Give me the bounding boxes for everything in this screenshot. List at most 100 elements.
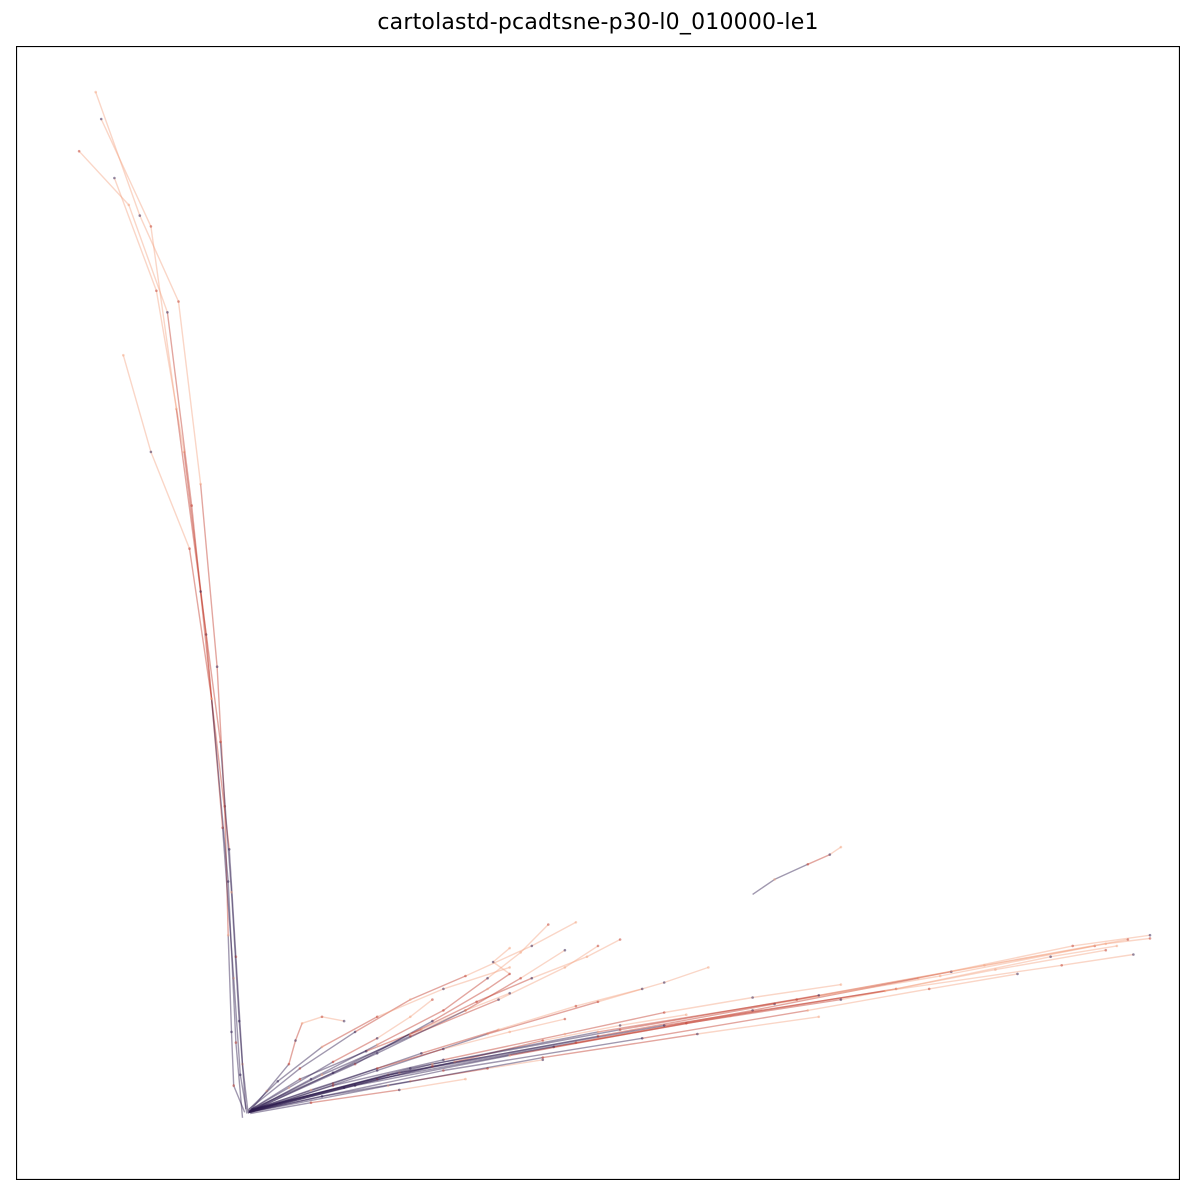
trajectory-segment-18-2 xyxy=(365,1029,422,1052)
trajectory-point-16-4 xyxy=(618,1024,622,1027)
trajectory-point-2-3 xyxy=(228,848,231,851)
trajectory-point-2-6 xyxy=(149,450,153,454)
trajectory-segment-12-2 xyxy=(354,998,411,1033)
trajectory-segment-1-6 xyxy=(113,177,158,292)
trajectory-segment-20-4 xyxy=(984,938,1129,966)
chart-title: cartolastd-pcadtsne-p30-l0_010000-le1 xyxy=(377,10,819,35)
trajectory-segment-1-5 xyxy=(155,290,185,453)
trajectory-point-9-2 xyxy=(442,1058,445,1062)
trajectory-segment-7-1 xyxy=(354,1054,510,1087)
trajectory-segment-28-3 xyxy=(376,988,444,1018)
trajectory-point-14-3 xyxy=(375,1037,379,1040)
trajectory-segment-17-4 xyxy=(301,1016,323,1024)
trajectory-segment-14-0 xyxy=(247,1087,290,1112)
trajectory-point-20-3 xyxy=(817,994,821,997)
trajectory-segment-12-3 xyxy=(410,975,466,1001)
trajectory-segment-0-1 xyxy=(230,1031,235,1086)
trajectory-point-18-3 xyxy=(420,1028,423,1031)
trajectory-segment-20-3 xyxy=(818,964,985,996)
trajectory-point-23-1 xyxy=(773,878,776,881)
trajectory-point-5-6 xyxy=(1148,933,1152,937)
trajectory-point-31-2 xyxy=(409,1032,412,1036)
trajectory-point-1-5 xyxy=(182,450,186,454)
trajectory-segment-1-2 xyxy=(221,827,235,979)
trajectory-segment-10-4 xyxy=(487,951,522,979)
trajectory-segment-31-0 xyxy=(251,1072,334,1112)
trajectory-segment-4-0 xyxy=(238,1021,247,1110)
trajectory-segment-2-1 xyxy=(235,956,244,1065)
trajectory-point-24-3 xyxy=(486,987,489,991)
trajectory-segment-3-2 xyxy=(210,698,229,882)
trajectory-point-19-6 xyxy=(1148,937,1152,940)
trajectory-point-4-6 xyxy=(149,225,153,228)
trajectory-point-5-2 xyxy=(574,1041,578,1044)
trajectory-segment-14-1 xyxy=(288,1061,334,1089)
trajectory-point-6-2 xyxy=(552,1045,556,1049)
trajectory-segment-25-2 xyxy=(465,977,522,1012)
trajectory-segment-2-6 xyxy=(122,355,152,453)
trajectory-point-15-3 xyxy=(497,1028,500,1031)
trajectory-segment-3-0 xyxy=(235,1042,244,1118)
trajectory-segment-30-2 xyxy=(399,1078,466,1091)
trajectory-segment-15-3 xyxy=(498,1005,577,1031)
trajectory-point-19-4 xyxy=(950,970,953,973)
trajectory-point-3-1 xyxy=(234,1041,238,1044)
trajectory-point-24-1 xyxy=(353,1062,357,1066)
trajectory-point-27-5 xyxy=(1132,953,1135,956)
trajectory-segment-4-5 xyxy=(150,226,177,409)
trajectory-segment-23-1 xyxy=(774,863,809,881)
trajectory-point-10-4 xyxy=(486,976,489,980)
trajectory-point-2-2 xyxy=(234,955,238,958)
trajectory-point-7-6 xyxy=(1104,948,1108,952)
trajectory-point-10-2 xyxy=(375,1043,379,1046)
trajectory-point-22-2 xyxy=(409,1080,412,1083)
trajectory-segment-19-3 xyxy=(796,971,952,1001)
trajectory-point-29-1 xyxy=(386,1084,390,1087)
trajectory-segment-6-3 xyxy=(730,988,897,1017)
trajectory-segment-13-4 xyxy=(663,966,709,984)
trajectory-segment-14-3 xyxy=(376,1016,411,1039)
trajectory-segment-13-2 xyxy=(487,1001,599,1035)
trajectory-segment-10-0 xyxy=(249,1078,312,1112)
trajectory-point-4-4 xyxy=(199,590,202,593)
trajectory-point-20-2 xyxy=(618,1028,622,1031)
trajectory-segment-26-2 xyxy=(377,1048,444,1070)
trajectory-point-14-4 xyxy=(409,1015,412,1019)
trajectory-point-9-6 xyxy=(839,983,843,986)
trajectory-segment-5-1 xyxy=(388,1041,577,1076)
trajectory-point-1-6 xyxy=(155,289,158,293)
trajectory-point-30-3 xyxy=(464,1077,467,1081)
trajectory-segment-25-0 xyxy=(251,1052,378,1110)
trajectory-point-17-4 xyxy=(300,1022,304,1025)
trajectory-point-18-5 xyxy=(508,991,512,995)
trajectory-segment-24-2 xyxy=(432,988,488,1022)
trajectory-segment-16-2 xyxy=(454,1039,543,1063)
trajectory-segment-20-2 xyxy=(619,994,819,1031)
trajectory-point-20-1 xyxy=(431,1062,434,1066)
trajectory-point-15-1 xyxy=(331,1082,335,1085)
trajectory-point-0-2 xyxy=(230,1030,233,1034)
trajectory-point-10-1 xyxy=(309,1077,313,1081)
trajectory-point-29-2 xyxy=(541,1056,545,1059)
trajectory-segment-0-0 xyxy=(233,1085,246,1113)
trajectory-segment-31-4 xyxy=(531,956,588,979)
trajectory-point-7-5 xyxy=(994,968,997,971)
trajectory-segment-21-2 xyxy=(642,1009,808,1039)
trajectory-segment-15-0 xyxy=(249,1082,334,1111)
trajectory-segment-11-1 xyxy=(321,1035,411,1076)
trajectory-point-22-4 xyxy=(541,1058,545,1062)
trajectory-point-4-1 xyxy=(237,1019,241,1023)
trajectory-point-1-4 xyxy=(204,633,208,636)
trajectory-segment-22-1 xyxy=(321,1080,411,1097)
trajectory-segment-2-4 xyxy=(188,548,213,700)
trajectory-point-12-3 xyxy=(409,998,412,1001)
trajectory-point-7-3 xyxy=(685,1022,688,1025)
trajectory-point-3-6 xyxy=(127,203,131,207)
trajectory-point-11-2 xyxy=(409,1034,412,1038)
trajectory-point-18-2 xyxy=(364,1049,368,1053)
trajectory-point-26-5 xyxy=(563,1017,567,1021)
trajectory-point-0-8 xyxy=(138,214,142,217)
trajectory-segment-3-6 xyxy=(78,150,130,206)
trajectory-segment-25-1 xyxy=(376,1009,466,1054)
trajectory-segment-3-5 xyxy=(128,204,169,313)
